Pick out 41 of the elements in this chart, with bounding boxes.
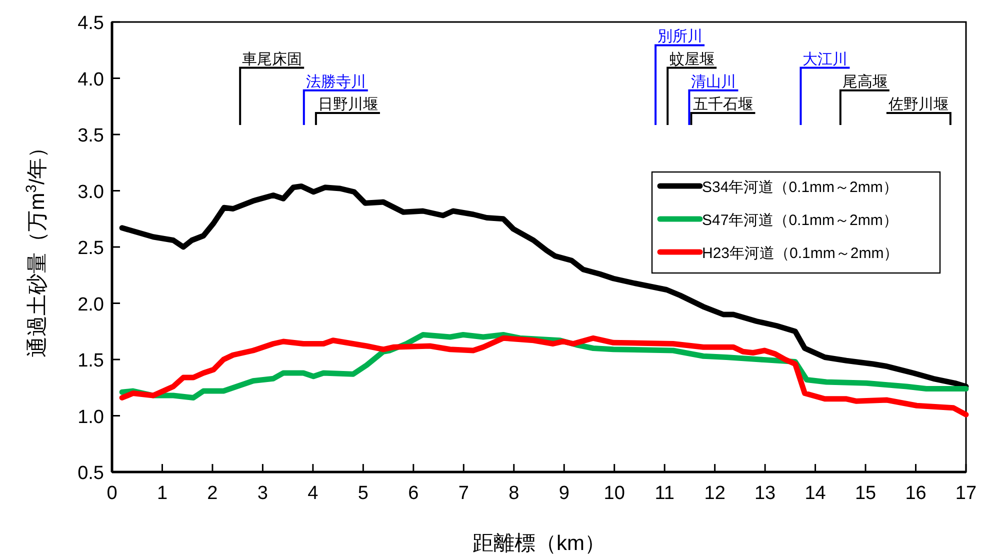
y-tick-label: 2.0: [78, 294, 104, 316]
y-tick-label: 1.0: [78, 406, 104, 428]
ref-line-label: 日野川堰: [318, 96, 378, 113]
x-tick-label: 14: [804, 483, 826, 504]
y-tick-label: 3.0: [78, 182, 104, 203]
x-tick-label: 1: [156, 483, 168, 504]
y-tick-label: 4.0: [78, 69, 104, 90]
x-tick-label: 16: [905, 483, 926, 504]
ref-line-label: 清山川: [691, 73, 736, 90]
x-tick-label: 7: [458, 483, 469, 504]
y-tick-label: 4.5: [78, 13, 104, 34]
ref-line-label: 五千石堰: [693, 96, 754, 113]
x-tick-label: 3: [257, 483, 268, 504]
y-tick-label: 3.5: [78, 126, 104, 146]
x-tick-label: 17: [955, 483, 977, 504]
x-tick-label: 8: [508, 483, 520, 504]
ref-line-label: 蚊屋堰: [670, 50, 715, 68]
x-tick-label: 2: [207, 483, 218, 504]
x-tick-label: 10: [604, 483, 625, 504]
y-tick-label: 1.5: [78, 350, 104, 372]
legend-label: S47年河道（0.1mm～2mm）: [702, 212, 898, 229]
ref-line-label: 佐野川堰: [888, 96, 948, 113]
x-tick-label: 15: [854, 483, 876, 504]
y-tick-label: 0.5: [78, 463, 104, 484]
ref-line-label: 大江川: [802, 50, 848, 68]
ref-line-label: 法勝寺川: [306, 73, 366, 90]
x-tick-label: 6: [408, 483, 419, 504]
x-tick-label: 4: [308, 483, 319, 504]
legend-label: S34年河道（0.1mm～2mm）: [702, 179, 898, 196]
x-tick-label: 5: [358, 483, 368, 504]
ref-line-label: 尾高堰: [842, 73, 888, 90]
y-tick-label: 2.5: [78, 238, 104, 259]
x-axis-title: 距離標（km）: [472, 532, 606, 554]
x-tick-label: 0: [106, 483, 118, 504]
ref-line-label: 別所川: [658, 28, 703, 46]
legend-label: H23年河道（0.1mm～2mm）: [702, 245, 899, 262]
x-tick-label: 11: [654, 483, 674, 504]
ref-line-label: 車尾床固: [242, 50, 302, 68]
x-tick-label: 13: [754, 483, 776, 504]
x-tick-label: 12: [704, 483, 726, 504]
x-tick-label: 9: [558, 483, 570, 504]
